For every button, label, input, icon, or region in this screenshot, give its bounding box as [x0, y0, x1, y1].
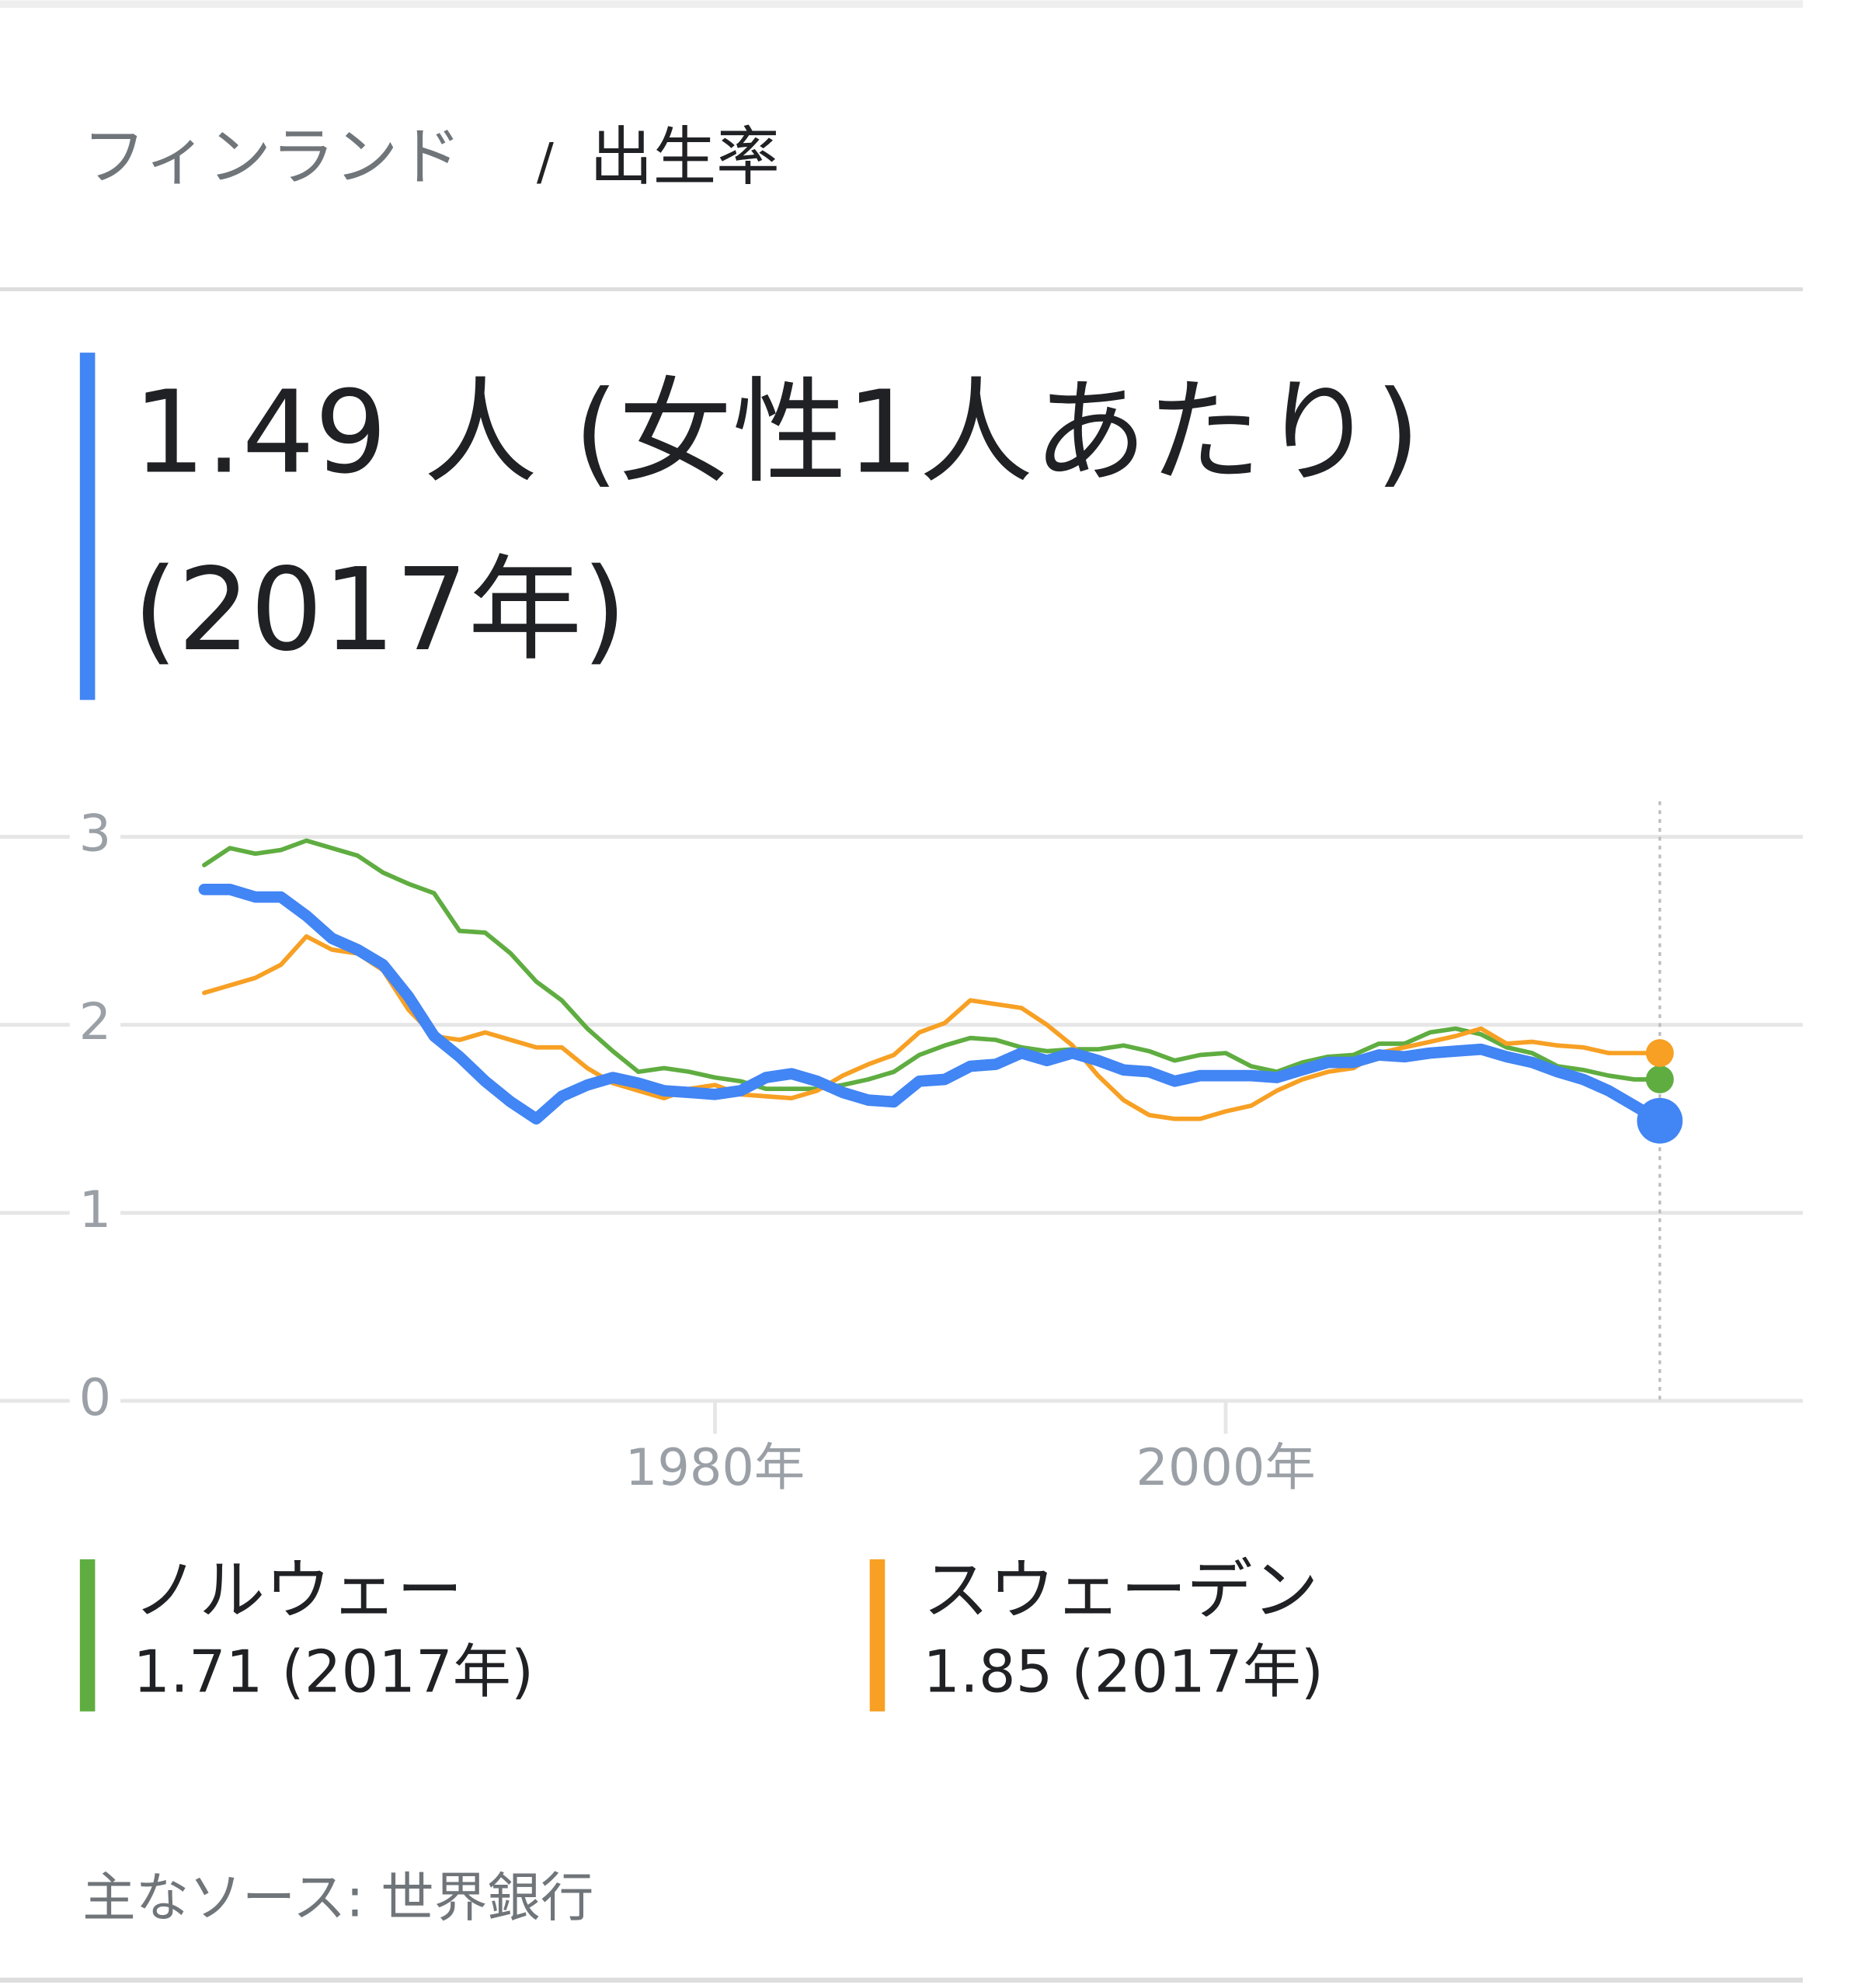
- breadcrumb-metric: 出生率: [590, 120, 780, 194]
- breadcrumb-country[interactable]: フィンランド: [82, 120, 461, 194]
- top-shadow: [0, 0, 1803, 9]
- tick-label-bg: [69, 1184, 121, 1241]
- legend-swatch: [79, 1559, 96, 1712]
- y-tick-label: 3: [79, 805, 112, 864]
- y-tick-label: 1: [79, 1180, 112, 1239]
- x-tick-label: 1980年: [625, 1438, 805, 1497]
- source: 主なソース: 世界銀行: [82, 1868, 593, 1930]
- legend-value: 1.85 (2017年): [923, 1638, 1324, 1706]
- legend-swatch: [869, 1559, 885, 1712]
- headline-bar: [79, 353, 96, 700]
- breadcrumb-separator: /: [537, 133, 554, 192]
- headline: 1.49 人 (女性1人あたり) (2017年): [133, 367, 1421, 677]
- legend-value: 1.71 (2017年): [133, 1638, 534, 1706]
- tick-label-bg: [69, 996, 121, 1053]
- series-line: [198, 883, 1666, 1127]
- y-tick-label: 2: [79, 992, 112, 1051]
- series-line: [202, 934, 1662, 1121]
- tick-label-bg: [69, 1373, 121, 1429]
- series-line: [202, 838, 1662, 1091]
- legend-name: ノルウェー: [133, 1552, 462, 1629]
- headline-box: 1.49 人 (女性1人あたり) (2017年): [133, 367, 1421, 677]
- end-point: [1645, 1065, 1674, 1093]
- legend-name: スウェーデン: [923, 1552, 1318, 1629]
- y-tick-label: 0: [79, 1368, 112, 1427]
- end-point: [1637, 1097, 1683, 1144]
- tick-label-bg: [69, 808, 121, 865]
- x-tick-label: 2000年: [1136, 1438, 1315, 1497]
- end-point: [1645, 1039, 1674, 1067]
